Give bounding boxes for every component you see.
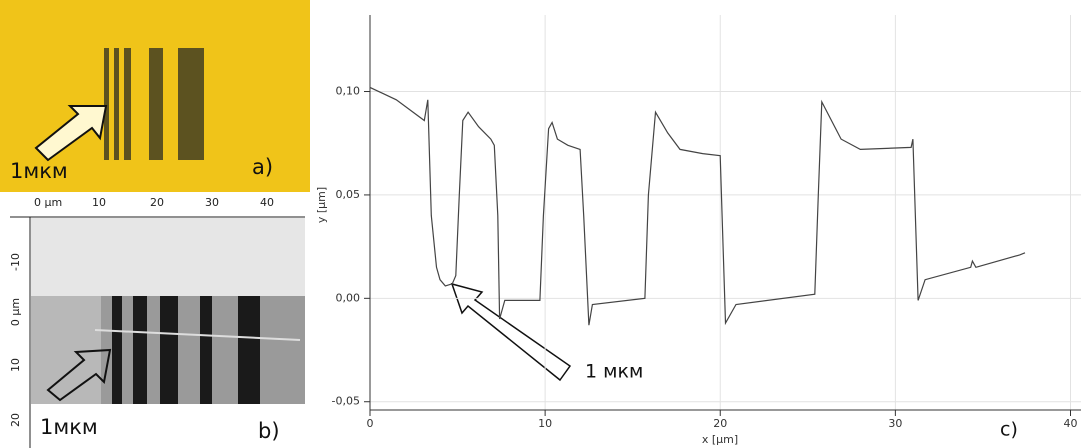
scale-text: 1мкм	[10, 159, 68, 183]
x-tick-label: 30	[888, 417, 902, 430]
x-axis-label: x [µm]	[702, 433, 738, 446]
x-tick-label: 40	[1063, 417, 1077, 430]
panel-label: a)	[252, 155, 273, 179]
y-tick-label: 0,10	[336, 85, 361, 98]
stripe	[238, 296, 260, 404]
profile-line	[369, 86, 1026, 326]
stripe	[149, 48, 163, 160]
ruler-label: 20	[150, 196, 164, 209]
x-tick-label: 10	[538, 417, 552, 430]
x-tick-label: 20	[713, 417, 727, 430]
stripe	[112, 296, 122, 404]
stripe	[200, 296, 212, 404]
stripe	[114, 48, 119, 160]
ruler-label: 0 µm	[9, 298, 22, 326]
y-tick-label: 0,05	[336, 188, 361, 201]
image-b-bottom	[31, 404, 305, 448]
panel-a: 1мкм a)	[0, 0, 310, 192]
annotation: c)	[1000, 419, 1018, 441]
arrow	[34, 105, 108, 162]
ruler-label: 10	[92, 196, 106, 209]
ruler-label: 20	[9, 413, 22, 427]
scale-text: 1мкм	[40, 415, 98, 439]
image-b-top	[31, 218, 305, 296]
y-tick-label: -0,05	[332, 395, 360, 408]
stripe	[160, 296, 178, 404]
profile-line	[94, 329, 301, 341]
x-tick-label: 0	[367, 417, 374, 430]
ruler-label: 30	[205, 196, 219, 209]
y-axis-label: y [µm]	[315, 187, 328, 223]
annotation: 1 мкм	[585, 361, 643, 383]
image-b-shade	[31, 296, 101, 404]
panel-label: b)	[258, 419, 280, 443]
y-tick-label: 0,00	[336, 291, 361, 304]
ruler-label: 0 µm	[34, 196, 62, 209]
panel-b: 0 µm 10 20 30 40 -10 0 µm 10 20 1мкм b)	[0, 196, 308, 448]
ruler-label: 40	[260, 196, 274, 209]
ruler-label: 10	[9, 358, 22, 372]
arrow	[46, 348, 112, 402]
ruler-label: -10	[9, 253, 22, 271]
stripe	[133, 296, 147, 404]
stripe	[104, 48, 109, 160]
stripe	[178, 48, 204, 160]
arrow	[450, 282, 572, 382]
stripe	[124, 48, 131, 160]
